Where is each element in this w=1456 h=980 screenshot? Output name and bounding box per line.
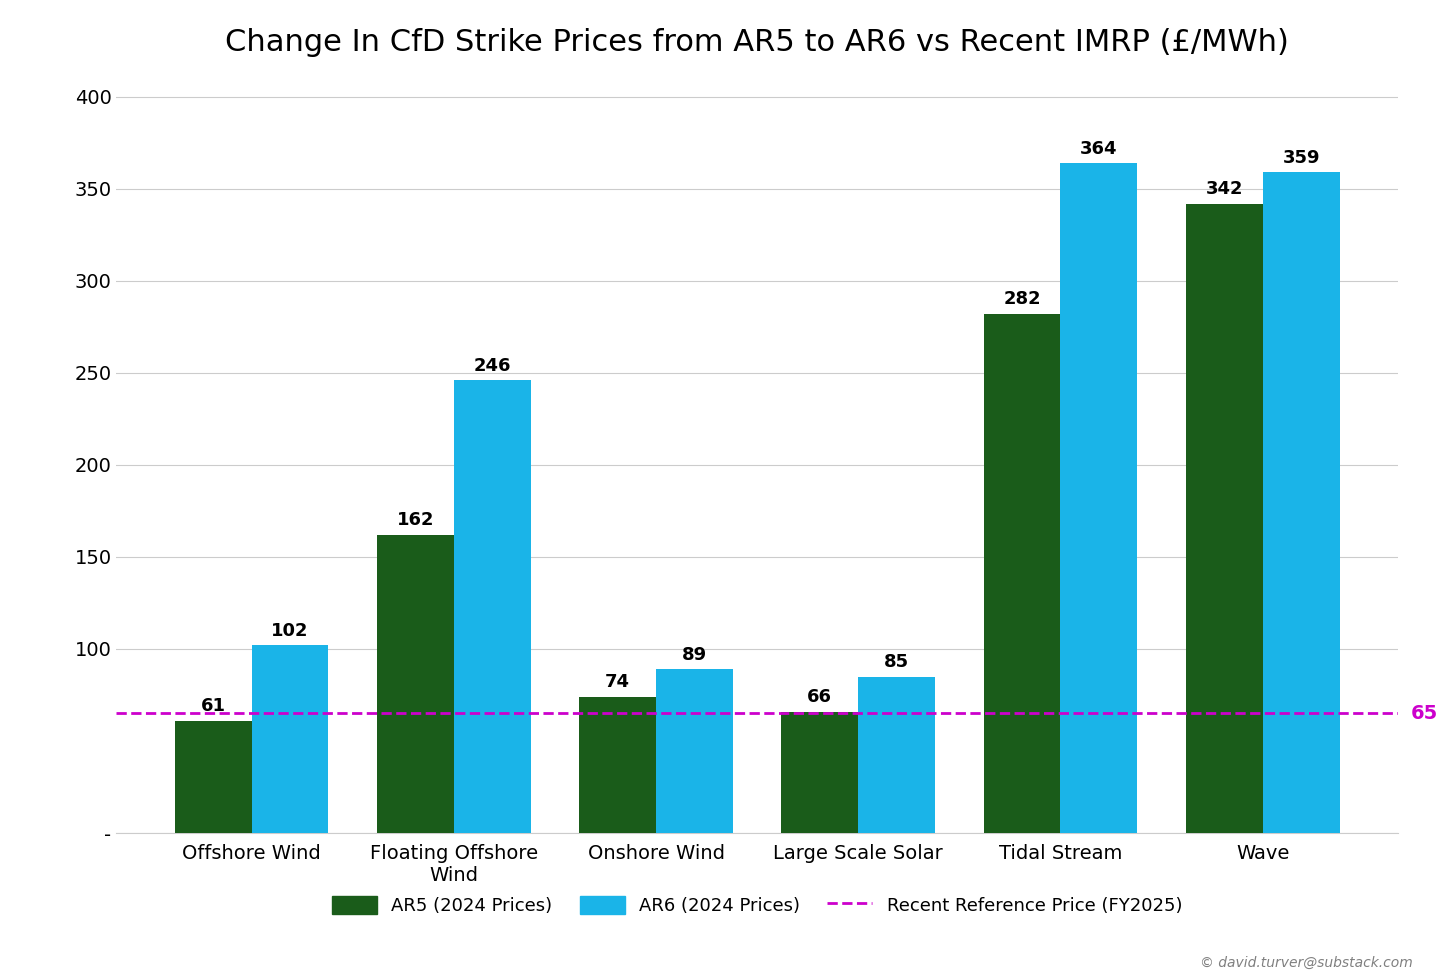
Bar xyxy=(1060,163,1137,833)
Bar xyxy=(782,711,858,833)
Text: 61: 61 xyxy=(201,697,226,715)
Bar xyxy=(984,314,1060,833)
Title: Change In CfD Strike Prices from AR5 to AR6 vs Recent IMRP (£/MWh): Change In CfD Strike Prices from AR5 to … xyxy=(226,27,1289,57)
Text: 74: 74 xyxy=(606,673,630,691)
Text: 246: 246 xyxy=(473,357,511,374)
Bar xyxy=(1262,172,1340,833)
Legend: AR5 (2024 Prices), AR6 (2024 Prices), Recent Reference Price (FY2025): AR5 (2024 Prices), AR6 (2024 Prices), Re… xyxy=(325,888,1190,922)
Bar xyxy=(175,720,252,833)
Text: 359: 359 xyxy=(1283,149,1319,167)
Text: © david.turver@substack.com: © david.turver@substack.com xyxy=(1200,956,1412,970)
Text: 85: 85 xyxy=(884,653,909,671)
Text: 282: 282 xyxy=(1003,290,1041,309)
Bar xyxy=(579,697,657,833)
Bar xyxy=(1185,204,1262,833)
Bar xyxy=(454,380,530,833)
Text: 89: 89 xyxy=(681,646,708,663)
Text: 66: 66 xyxy=(807,688,833,706)
Text: 342: 342 xyxy=(1206,180,1243,198)
Text: 102: 102 xyxy=(271,621,309,640)
Bar xyxy=(377,535,454,833)
Text: 65: 65 xyxy=(1411,704,1439,723)
Text: 364: 364 xyxy=(1080,139,1118,158)
Bar xyxy=(858,676,935,833)
Bar xyxy=(657,669,732,833)
Text: 162: 162 xyxy=(396,512,434,529)
Bar xyxy=(252,645,329,833)
